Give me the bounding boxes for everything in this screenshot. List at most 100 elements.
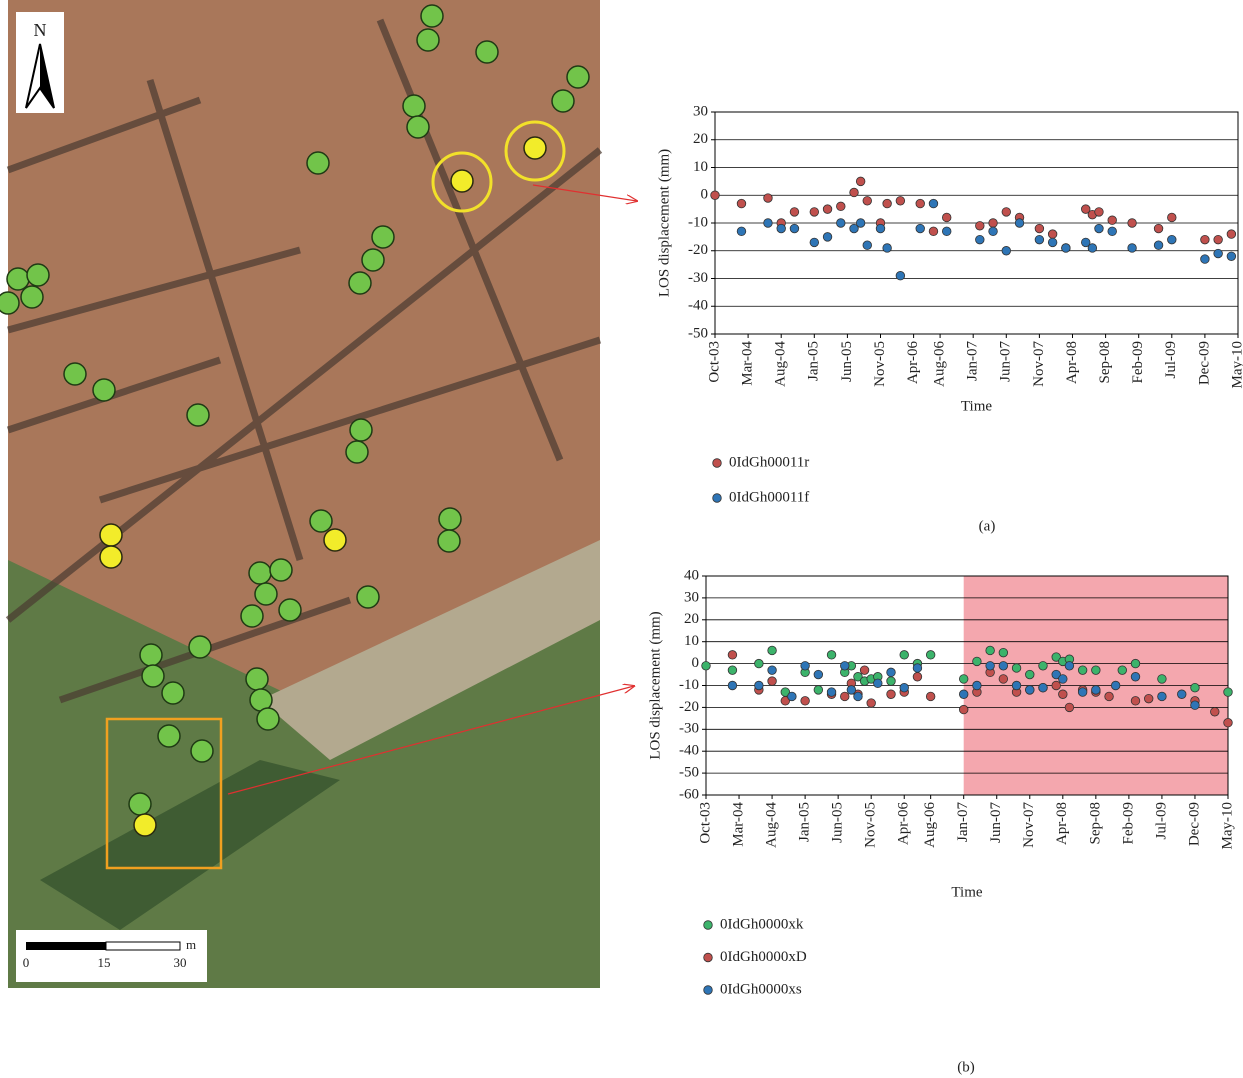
ps-point-green	[187, 404, 209, 426]
data-point	[867, 699, 876, 708]
data-point	[777, 224, 786, 233]
data-point	[1154, 224, 1163, 233]
data-point	[929, 199, 938, 208]
x-tick-label: Jan-05	[806, 341, 822, 381]
legend-marker	[704, 986, 713, 995]
legend-marker	[713, 459, 722, 468]
data-point	[788, 692, 797, 701]
data-point	[896, 271, 905, 280]
data-point	[973, 657, 982, 666]
x-tick-label: Sep-08	[1097, 341, 1113, 384]
ps-point-green	[257, 708, 279, 730]
ps-point-yellow	[134, 814, 156, 836]
legend-label: 0IdGh0000xD	[720, 949, 807, 965]
x-tick-label: Apr-08	[1064, 341, 1080, 384]
data-point	[737, 199, 746, 208]
data-point	[1095, 224, 1104, 233]
ps-point-green	[357, 586, 379, 608]
x-tick-label: Jan-05	[797, 802, 813, 842]
ps-point-green	[279, 599, 301, 621]
ps-point-green	[246, 668, 268, 690]
data-point	[840, 661, 849, 670]
y-tick-label: 10	[684, 633, 699, 649]
x-tick-label: Jan-07	[955, 802, 971, 842]
data-point	[810, 238, 819, 247]
ps-point-green	[552, 90, 574, 112]
data-point	[836, 219, 845, 228]
x-tick-label: Feb-09	[1130, 341, 1146, 384]
scale-label: 0	[23, 955, 30, 970]
x-tick-label: Aug-06	[932, 341, 948, 387]
data-point	[810, 208, 819, 217]
ps-point-green	[346, 441, 368, 463]
x-tick-label: Apr-06	[905, 341, 921, 385]
data-point	[942, 227, 951, 236]
data-point	[1158, 692, 1167, 701]
ps-point-green	[439, 508, 461, 530]
x-tick-label: Oct-03	[706, 341, 722, 383]
data-point	[1144, 694, 1153, 703]
ps-point-green	[362, 249, 384, 271]
data-point	[900, 683, 909, 692]
x-tick-label: May-10	[1229, 341, 1243, 389]
scale-bar-black	[26, 942, 106, 950]
y-tick-label: -50	[688, 325, 708, 341]
data-point	[840, 692, 849, 701]
data-point	[976, 235, 985, 244]
data-point	[823, 233, 832, 242]
data-point	[959, 675, 968, 684]
data-point	[999, 675, 1008, 684]
y-tick-label: -10	[688, 214, 708, 230]
data-point	[1191, 701, 1200, 710]
data-point	[999, 648, 1008, 657]
ps-point-green	[140, 644, 162, 666]
data-point	[896, 197, 905, 206]
ps-point-green	[421, 5, 443, 27]
x-tick-label: Jul-09	[1153, 802, 1169, 840]
data-point	[1118, 666, 1127, 675]
data-point	[1108, 227, 1117, 236]
data-point	[1012, 664, 1021, 673]
data-point	[847, 686, 856, 695]
data-point	[1105, 692, 1114, 701]
data-point	[728, 651, 737, 660]
y-tick-label: -40	[679, 743, 699, 759]
data-point	[854, 692, 863, 701]
x-tick-label: Mar-04	[740, 341, 756, 386]
data-point	[1062, 244, 1071, 253]
x-tick-label: Nov-07	[1021, 802, 1037, 848]
data-point	[790, 224, 799, 233]
y-tick-label: 20	[684, 611, 699, 627]
data-point	[1214, 249, 1223, 258]
ps-point-green	[307, 152, 329, 174]
ps-point-green	[158, 725, 180, 747]
data-point	[986, 661, 995, 670]
ps-point-green	[249, 562, 271, 584]
x-axis-label: Time	[961, 398, 992, 414]
x-tick-label: Dec-09	[1186, 802, 1202, 846]
y-tick-label: 30	[693, 103, 708, 119]
legend-label: 0IdGh00011f	[729, 489, 809, 505]
data-point	[1059, 675, 1068, 684]
ps-point-green	[476, 41, 498, 63]
x-tick-label: Nov-05	[863, 802, 879, 848]
data-point	[916, 199, 925, 208]
y-tick-label: 0	[701, 187, 709, 203]
x-tick-label: Nov-05	[872, 341, 888, 387]
x-tick-label: Sep-08	[1087, 802, 1103, 845]
data-point	[913, 672, 922, 681]
x-tick-label: Jan-07	[965, 341, 981, 381]
y-tick-label: -50	[679, 765, 699, 781]
data-point	[1128, 244, 1137, 253]
data-point	[973, 681, 982, 690]
data-point	[1108, 216, 1117, 225]
ps-point-green	[27, 264, 49, 286]
ps-point-green	[142, 665, 164, 687]
data-point	[1201, 235, 1210, 244]
data-point	[801, 697, 810, 706]
data-point	[737, 227, 746, 236]
data-point	[1131, 672, 1140, 681]
data-point	[1035, 224, 1044, 233]
x-tick-label: Jun-07	[998, 341, 1014, 382]
data-point	[790, 208, 799, 217]
